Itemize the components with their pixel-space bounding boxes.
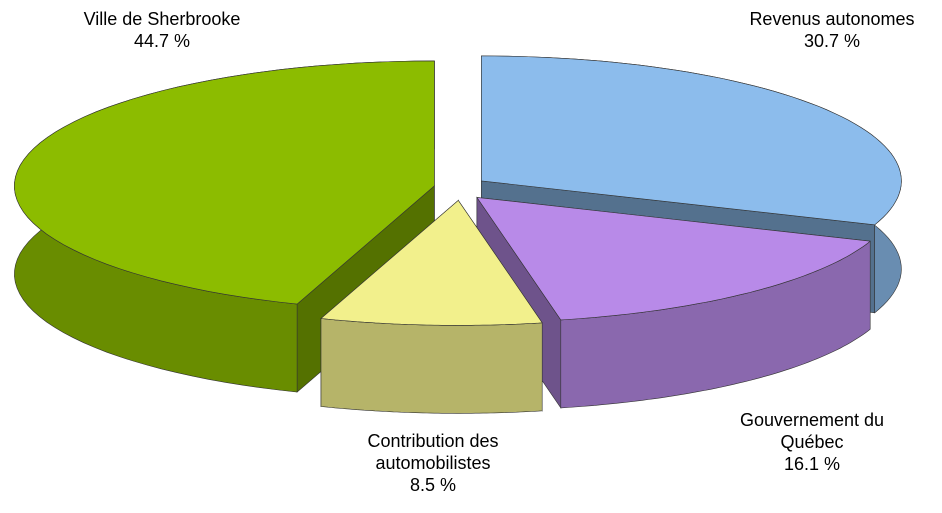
slice-label: Revenus autonomes 30.7 % [702, 8, 942, 52]
slice [476, 197, 871, 321]
category-name: Revenus autonomes [749, 9, 915, 29]
slice [481, 55, 902, 226]
category-name: Gouvernement du Québec [739, 410, 885, 452]
value-label: 30.7 % [803, 31, 861, 51]
slice [14, 60, 435, 305]
category-name: Ville de Sherbrooke [83, 9, 241, 29]
slice-label: Ville de Sherbrooke 44.7 % [32, 8, 292, 52]
slice [320, 199, 543, 326]
value-label: 16.1 % [783, 454, 841, 474]
slice-wall [320, 318, 543, 414]
category-name: Contribution des automobilistes [367, 431, 499, 473]
slice-label: Contribution des automobilistes 8.5 % [338, 430, 528, 496]
value-label: 8.5 % [409, 475, 457, 495]
value-label: 44.7 % [133, 31, 191, 51]
slice-label: Gouvernement du Québec 16.1 % [717, 409, 907, 475]
